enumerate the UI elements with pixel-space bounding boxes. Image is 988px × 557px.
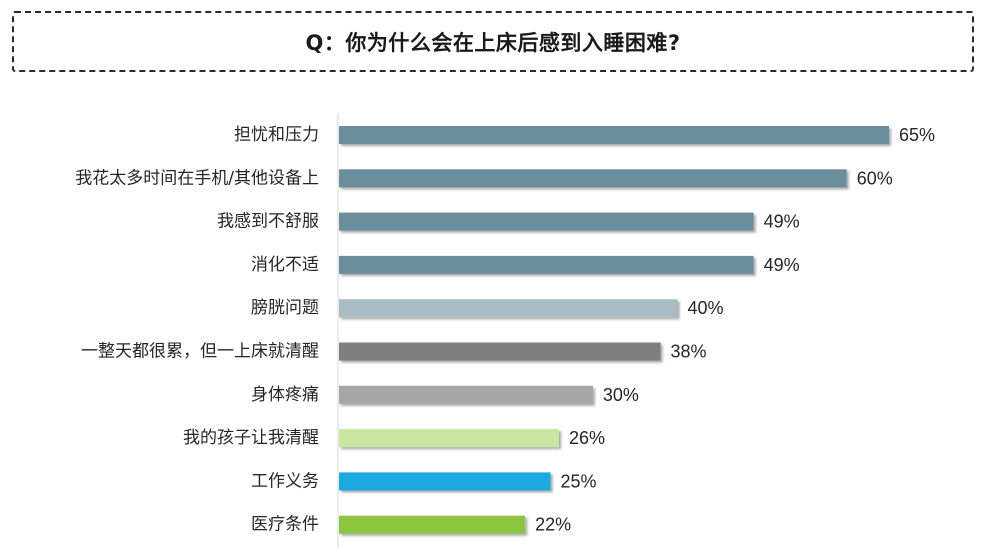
- value-label: 26%: [569, 428, 605, 448]
- bar: [339, 515, 526, 534]
- title-box: Q：你为什么会在上床后感到入睡困难?: [12, 11, 974, 72]
- chart-title: Q：你为什么会在上床后感到入睡困难?: [305, 30, 681, 55]
- category-label: 膀胱问题: [251, 298, 319, 318]
- bar: [339, 385, 593, 404]
- bar: [339, 429, 559, 448]
- category-label: 我花太多时间在手机/其他设备上: [75, 168, 319, 188]
- category-label: 我的孩子让我清醒: [183, 428, 319, 448]
- category-label: 身体疼痛: [251, 385, 319, 405]
- category-label: 一整天都很累，但一上床就清醒: [81, 342, 319, 362]
- value-label: 22%: [535, 515, 571, 535]
- category-label: 担忧和压力: [234, 125, 319, 145]
- value-label: 25%: [561, 471, 597, 491]
- bar: [339, 169, 847, 188]
- bars-group: 担忧和压力 65% 我花太多时间在手机/其他设备上 60% 我感到不舒服 49% 消化不适 4…: [75, 125, 935, 535]
- category-label: 我感到不舒服: [217, 212, 319, 232]
- bar: [339, 342, 661, 361]
- bar: [339, 255, 754, 274]
- bar: [339, 212, 754, 231]
- bar: [339, 299, 678, 318]
- value-label: 49%: [764, 212, 800, 232]
- value-label: 65%: [899, 125, 935, 145]
- value-label: 49%: [764, 255, 800, 275]
- category-label: 医疗条件: [251, 515, 319, 535]
- value-label: 30%: [603, 385, 639, 405]
- value-label: 40%: [687, 298, 723, 318]
- value-label: 38%: [671, 342, 707, 362]
- category-label: 消化不适: [251, 255, 319, 275]
- bar: [339, 126, 889, 144]
- category-label: 工作义务: [251, 471, 319, 491]
- bar: [339, 472, 551, 491]
- value-label: 60%: [857, 168, 893, 188]
